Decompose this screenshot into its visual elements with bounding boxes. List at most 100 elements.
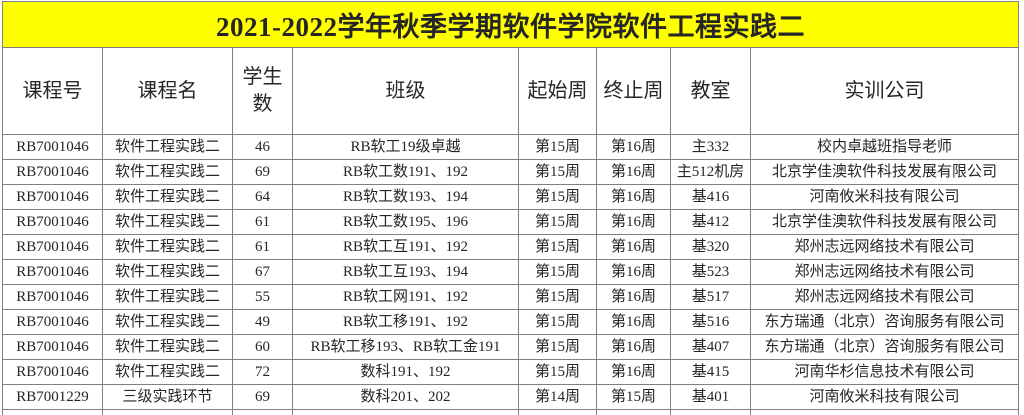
cell-end_week: 第16周 — [596, 259, 671, 285]
cell-course_name: 软件工程实践二 — [102, 284, 233, 310]
cell-class: RB软工网191、192 — [292, 284, 519, 310]
cell-class: RB软工数195、196 — [292, 209, 519, 235]
cell-class: RB软工数193、194 — [292, 184, 519, 210]
cell-empty — [518, 409, 597, 415]
cell-company: 北京学佳澳软件科技发展有限公司 — [750, 159, 1019, 185]
cell-empty — [750, 409, 1019, 415]
cell-student_count: 46 — [232, 134, 293, 160]
cell-student_count: 61 — [232, 234, 293, 260]
cell-course_no: RB7001046 — [2, 359, 103, 385]
cell-course_no: RB7001046 — [2, 159, 103, 185]
cell-student_count: 69 — [232, 159, 293, 185]
cell-course_name: 三级实践环节 — [102, 384, 233, 410]
cell-course_no: RB7001046 — [2, 134, 103, 160]
table-row: RB7001046 软件工程实践二 60 RB软工移193、RB软工金191 第15周第… — [2, 334, 1019, 360]
page-title: 2021-2022学年秋季学期软件学院软件工程实践二 — [2, 1, 1019, 48]
header-company: 实训公司 — [750, 47, 1019, 135]
cell-company: 郑州志远网络技术有限公司 — [750, 234, 1019, 260]
cell-empty — [102, 409, 233, 415]
cell-class: RB软工移191、192 — [292, 309, 519, 335]
header-class: 班级 — [292, 47, 519, 135]
cell-course_no: RB7001046 — [2, 209, 103, 235]
header-row: 课程号 课程名 学生数 班级 起始周 终止周 教室 实训公司 — [2, 47, 1019, 135]
cell-course_no: RB7001229 — [2, 384, 103, 410]
cell-course_name: 软件工程实践二 — [102, 159, 233, 185]
header-room: 教室 — [670, 47, 751, 135]
cell-course_no: RB7001046 — [2, 309, 103, 335]
cell-student_count: 69 — [232, 384, 293, 410]
cell-company: 北京学佳澳软件科技发展有限公司 — [750, 209, 1019, 235]
clipped-row — [2, 409, 1019, 415]
table-row: RB7001046 软件工程实践二 67 RB软工互193、194 第15周 第16周 基5… — [2, 259, 1019, 285]
header-end-week: 终止周 — [596, 47, 671, 135]
cell-start_week: 第15周 — [518, 334, 597, 360]
cell-student_count: 72 — [232, 359, 293, 385]
cell-class: RB软工互193、194 — [292, 259, 519, 285]
cell-end_week: 第15周 — [596, 384, 671, 410]
cell-course_no: RB7001046 — [2, 334, 103, 360]
cell-end_week: 第16周 — [596, 334, 671, 360]
table-row: RB7001046 软件工程实践二 72 数科191、192 第15周 第16周 基415 河… — [2, 359, 1019, 385]
cell-room: 基416 — [670, 184, 751, 210]
cell-start_week: 第14周 — [518, 384, 597, 410]
cell-empty — [596, 409, 671, 415]
cell-room: 基517 — [670, 284, 751, 310]
cell-room: 基415 — [670, 359, 751, 385]
cell-course_name: 软件工程实践二 — [102, 359, 233, 385]
cell-room: 基407 — [670, 334, 751, 360]
cell-empty — [670, 409, 751, 415]
cell-company: 河南华杉信息技术有限公司 — [750, 359, 1019, 385]
table-row: RB7001046 软件工程实践二 61 RB软工数195、196 第15周 第16周 基4… — [2, 209, 1019, 235]
cell-end_week: 第16周 — [596, 184, 671, 210]
cell-company: 东方瑞通（北京）咨询服务有限公司 — [750, 309, 1019, 335]
cell-student_count: 60 — [232, 334, 293, 360]
header-course-name: 课程名 — [102, 47, 233, 135]
cell-course_name: 软件工程实践二 — [102, 134, 233, 160]
cell-student_count: 64 — [232, 184, 293, 210]
header-start-week: 起始周 — [518, 47, 597, 135]
table-row: RB7001046 软件工程实践二 49 RB软工移191、192 第15周 第16周 基5… — [2, 309, 1019, 335]
cell-company: 河南攸米科技有限公司 — [750, 184, 1019, 210]
cell-end_week: 第16周 — [596, 234, 671, 260]
cell-start_week: 第15周 — [518, 359, 597, 385]
table-row: RB7001046 软件工程实践二 61 RB软工互191、192 第15周 第16周 基3… — [2, 234, 1019, 260]
header-student-count: 学生数 — [232, 47, 293, 135]
cell-start_week: 第15周 — [518, 159, 597, 185]
cell-company: 东方瑞通（北京）咨询服务有限公司 — [750, 334, 1019, 360]
cell-room: 基516 — [670, 309, 751, 335]
cell-student_count: 67 — [232, 259, 293, 285]
cell-class: RB软工互191、192 — [292, 234, 519, 260]
cell-course_name: 软件工程实践二 — [102, 209, 233, 235]
cell-class: RB软工移193、RB软工金191 — [292, 334, 519, 360]
cell-start_week: 第15周 — [518, 259, 597, 285]
cell-class: 数科191、192 — [292, 359, 519, 385]
table-row: RB7001229 三级实践环节 69 数科201、202 第14周 第15周 基401 河南… — [2, 384, 1019, 410]
table-row: RB7001046 软件工程实践二 55 RB软工网191、192 第15周 第16周 基5… — [2, 284, 1019, 310]
cell-course_name: 软件工程实践二 — [102, 334, 233, 360]
cell-company: 河南攸米科技有限公司 — [750, 384, 1019, 410]
cell-course_name: 软件工程实践二 — [102, 259, 233, 285]
cell-end_week: 第16周 — [596, 159, 671, 185]
cell-course_name: 软件工程实践二 — [102, 184, 233, 210]
cell-course_name: 软件工程实践二 — [102, 309, 233, 335]
table-row: RB7001046 软件工程实践二 69 RB软工数191、192 第15周 第16周 主5… — [2, 159, 1019, 185]
cell-class: RB软工19级卓越 — [292, 134, 519, 160]
cell-room: 主332 — [670, 134, 751, 160]
cell-course_no: RB7001046 — [2, 259, 103, 285]
cell-start_week: 第15周 — [518, 309, 597, 335]
cell-end_week: 第16周 — [596, 359, 671, 385]
header-course-no: 课程号 — [2, 47, 103, 135]
cell-course_no: RB7001046 — [2, 184, 103, 210]
cell-company: 郑州志远网络技术有限公司 — [750, 259, 1019, 285]
cell-room: 基412 — [670, 209, 751, 235]
cell-company: 郑州志远网络技术有限公司 — [750, 284, 1019, 310]
cell-empty — [292, 409, 519, 415]
cell-class: 数科201、202 — [292, 384, 519, 410]
cell-end_week: 第16周 — [596, 209, 671, 235]
cell-student_count: 61 — [232, 209, 293, 235]
table-body: RB7001046 软件工程实践二 46 RB软工19级卓越 第15周 第16周 主332 校… — [2, 134, 1019, 415]
cell-course_no: RB7001046 — [2, 234, 103, 260]
cell-room: 主512机房 — [670, 159, 751, 185]
cell-student_count: 49 — [232, 309, 293, 335]
